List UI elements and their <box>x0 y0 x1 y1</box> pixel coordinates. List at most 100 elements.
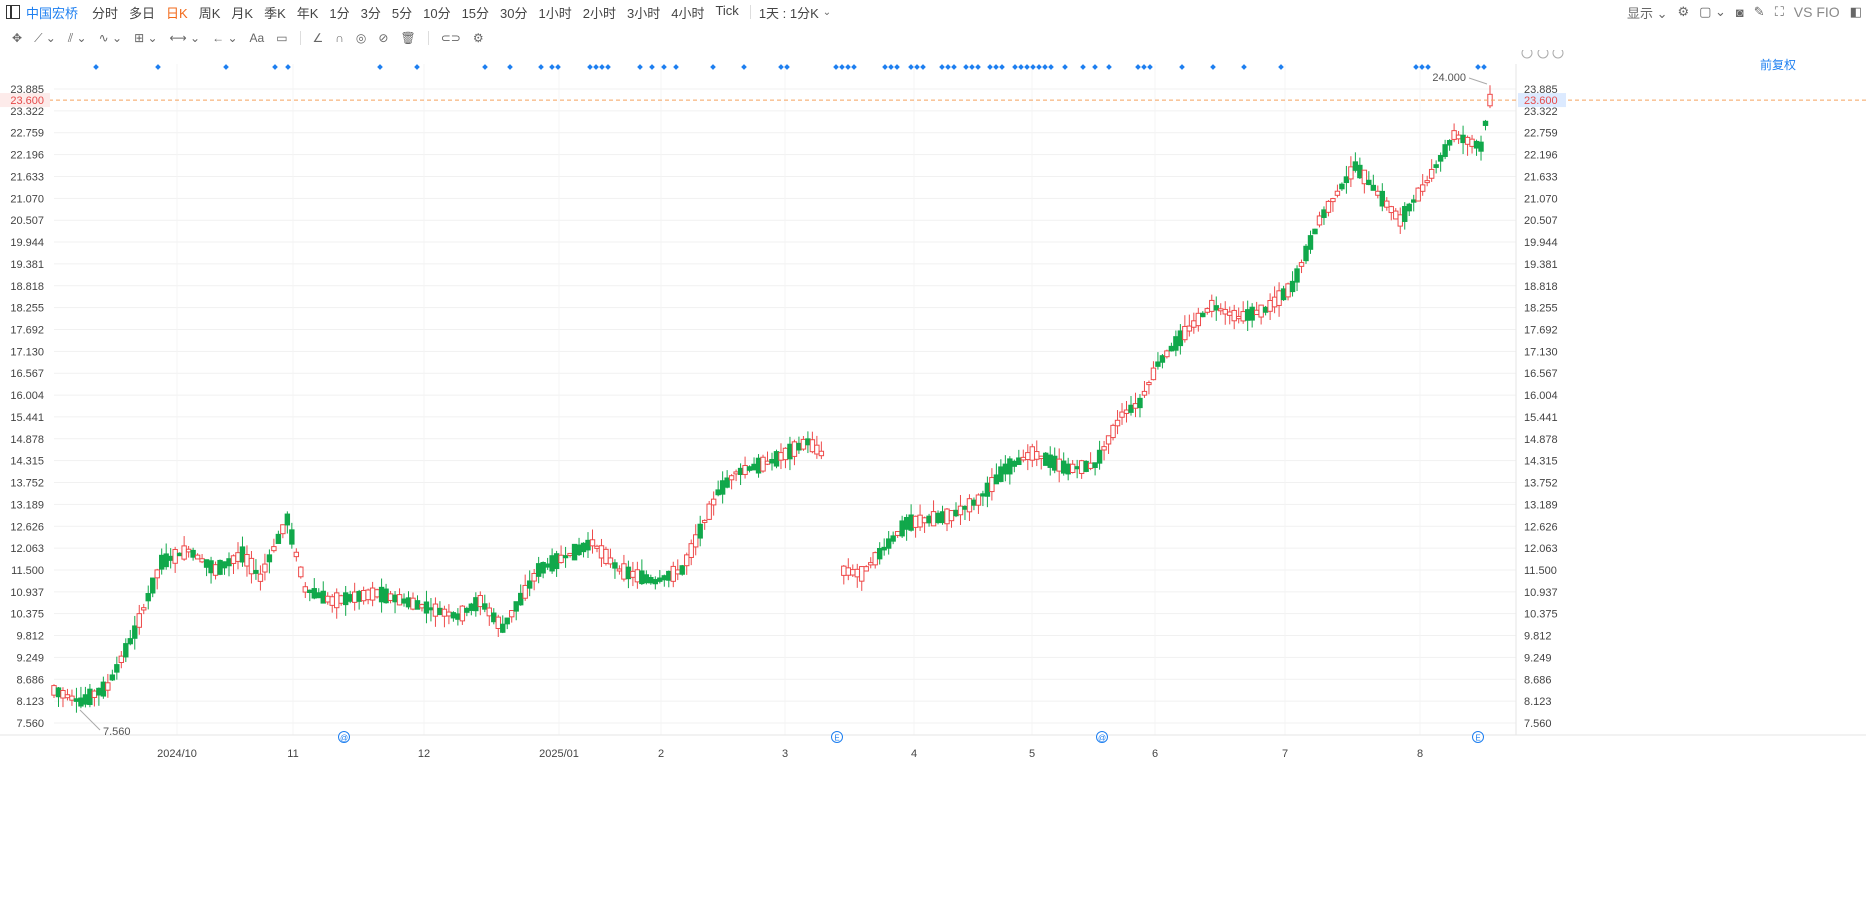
event-diamond-marker[interactable] <box>741 64 747 70</box>
event-diamond-marker[interactable] <box>1141 64 1147 70</box>
period-tab[interactable]: 10分 <box>423 5 451 21</box>
event-diamond-marker[interactable] <box>845 64 851 70</box>
event-diamond-marker[interactable] <box>93 64 99 70</box>
measure-tool-icon[interactable]: ⟷ ⌄ <box>169 31 201 45</box>
period-tab[interactable]: 15分 <box>461 5 490 21</box>
layout-icon[interactable]: ▢ ⌄ <box>1699 4 1726 19</box>
event-diamond-marker[interactable] <box>851 64 857 70</box>
event-diamond-marker[interactable] <box>637 64 643 70</box>
display-select[interactable]: 显示 ⌄ <box>1626 5 1668 21</box>
event-diamond-marker[interactable] <box>1042 64 1048 70</box>
period-tab[interactable]: 4小时 <box>671 5 705 21</box>
adjust-mode-label[interactable]: 前复权 <box>1760 58 1797 72</box>
event-diamond-marker[interactable] <box>1481 64 1487 70</box>
event-diamond-marker[interactable] <box>1475 64 1481 70</box>
event-diamond-marker[interactable] <box>1413 64 1419 70</box>
event-diamond-marker[interactable] <box>285 64 291 70</box>
event-diamond-marker[interactable] <box>1080 64 1086 70</box>
event-diamond-marker[interactable] <box>993 64 999 70</box>
event-diamond-marker[interactable] <box>951 64 957 70</box>
event-diamond-marker[interactable] <box>987 64 993 70</box>
panel-toggle-icon[interactable] <box>6 5 20 19</box>
vs-label[interactable]: VS FIO <box>1793 4 1840 20</box>
event-diamond-marker[interactable] <box>839 64 845 70</box>
event-diamond-marker[interactable] <box>587 64 593 70</box>
event-diamond-marker[interactable] <box>939 64 945 70</box>
hide-icon[interactable]: ⊘ <box>378 31 389 45</box>
event-diamond-marker[interactable] <box>1030 64 1036 70</box>
settings-icon[interactable]: ⚙ <box>1677 4 1690 19</box>
event-diamond-marker[interactable] <box>482 64 488 70</box>
reset-icon[interactable] <box>1521 50 1533 59</box>
event-diamond-marker[interactable] <box>945 64 951 70</box>
event-diamond-marker[interactable] <box>1241 64 1247 70</box>
candlestick-chart[interactable]: 7.560 7.560 8.123 8.123 8.686 8.686 9.249 9.249… <box>0 50 1866 913</box>
pattern-tool-icon[interactable]: ⊞ ⌄ <box>134 31 158 45</box>
period-tab[interactable]: 30分 <box>500 5 528 21</box>
event-diamond-marker[interactable] <box>778 64 784 70</box>
event-diamond-marker[interactable] <box>969 64 975 70</box>
event-diamond-marker[interactable] <box>1135 64 1141 70</box>
period-tab[interactable]: 周K <box>198 5 221 21</box>
wave-tool-icon[interactable]: ∿ ⌄ <box>98 31 123 45</box>
gear-icon[interactable]: ⚙ <box>472 31 484 45</box>
event-diamond-marker[interactable] <box>549 64 555 70</box>
event-diamond-marker[interactable] <box>975 64 981 70</box>
period-tab[interactable]: 季K <box>264 5 286 21</box>
event-diamond-marker[interactable] <box>605 64 611 70</box>
period-tab[interactable]: 5分 <box>391 5 413 21</box>
event-diamond-marker[interactable] <box>555 64 561 70</box>
period-tab[interactable]: 分时 <box>92 5 119 21</box>
event-diamond-marker[interactable] <box>1278 64 1284 70</box>
event-diamond-marker[interactable] <box>833 64 839 70</box>
zoom-in-icon[interactable] <box>1552 50 1564 59</box>
event-diamond-marker[interactable] <box>649 64 655 70</box>
period-tab[interactable]: 3小时 <box>626 5 661 21</box>
event-diamond-marker[interactable] <box>1018 64 1024 70</box>
event-circle-marker[interactable] <box>831 731 843 743</box>
event-diamond-marker[interactable] <box>1036 64 1042 70</box>
text-tool-icon[interactable]: Aa <box>249 31 265 45</box>
eye-icon[interactable]: ◎ <box>355 31 367 45</box>
event-diamond-marker[interactable] <box>784 64 790 70</box>
event-diamond-marker[interactable] <box>1092 64 1098 70</box>
move-icon[interactable]: ✥ <box>12 31 23 45</box>
event-diamond-marker[interactable] <box>507 64 513 70</box>
sidebar-toggle-icon[interactable]: ◧ <box>1849 4 1862 19</box>
event-circle-marker[interactable] <box>1096 731 1108 743</box>
period-tab[interactable]: 年K <box>296 5 319 21</box>
event-diamond-marker[interactable] <box>1210 64 1216 70</box>
event-diamond-marker[interactable] <box>599 64 605 70</box>
event-diamond-marker[interactable] <box>1425 64 1431 70</box>
event-diamond-marker[interactable] <box>223 64 229 70</box>
magnet-icon[interactable]: ∩ <box>335 31 344 45</box>
event-diamond-marker[interactable] <box>1024 64 1030 70</box>
event-diamond-marker[interactable] <box>1048 64 1054 70</box>
period-tab[interactable]: Tick <box>715 2 739 18</box>
trash-icon[interactable]: 🗑 <box>400 31 416 45</box>
stock-name[interactable]: 中国宏桥 <box>26 5 79 21</box>
zoom-out-icon[interactable] <box>1537 50 1549 59</box>
period-tab[interactable]: 1分 <box>329 5 350 21</box>
event-diamond-marker[interactable] <box>593 64 599 70</box>
event-circle-marker[interactable] <box>1472 731 1484 743</box>
line-tool-icon[interactable]: ⟋ ⌄ <box>34 30 56 45</box>
fullscreen-icon[interactable]: ⛶ <box>1774 4 1784 19</box>
event-diamond-marker[interactable] <box>1012 64 1018 70</box>
event-diamond-marker[interactable] <box>908 64 914 70</box>
comment-tool-icon[interactable]: ▭ <box>276 31 288 45</box>
event-diamond-marker[interactable] <box>914 64 920 70</box>
event-diamond-marker[interactable] <box>661 64 667 70</box>
kline-setting-select[interactable]: 1天 : 1分K <box>758 5 819 21</box>
event-diamond-marker[interactable] <box>1419 64 1425 70</box>
event-diamond-marker[interactable] <box>920 64 926 70</box>
event-diamond-marker[interactable] <box>999 64 1005 70</box>
period-tab[interactable]: 多日 <box>129 5 156 21</box>
event-diamond-marker[interactable] <box>882 64 888 70</box>
pen-icon[interactable]: ✎ <box>1753 4 1765 19</box>
event-diamond-marker[interactable] <box>710 64 716 70</box>
link-icon[interactable]: ⊂⊃ <box>440 31 461 45</box>
event-diamond-marker[interactable] <box>963 64 969 70</box>
period-tab[interactable]: 1小时 <box>538 5 572 21</box>
camera-icon[interactable]: ◙ <box>1735 4 1744 20</box>
